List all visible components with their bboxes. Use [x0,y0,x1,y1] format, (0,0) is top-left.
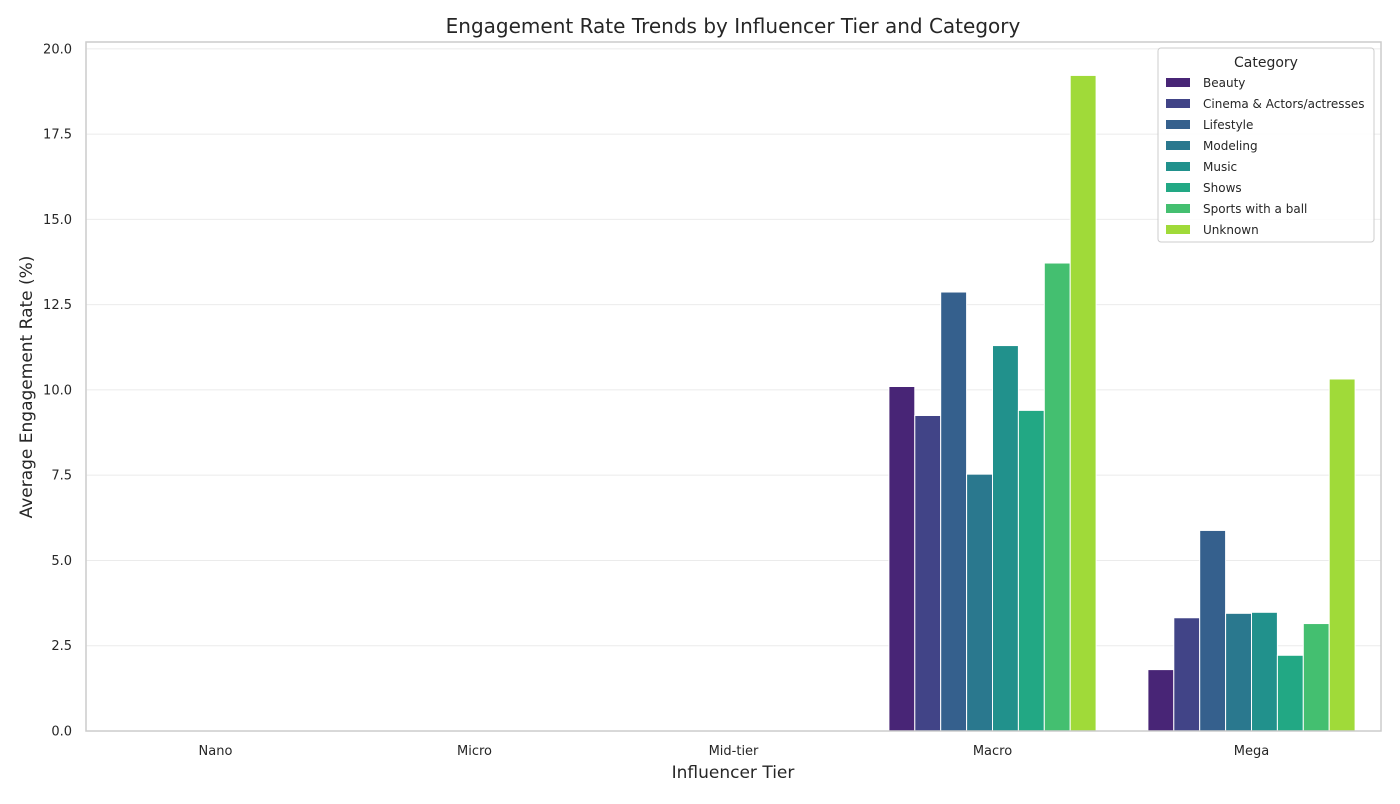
legend-swatch [1166,99,1190,108]
legend-entry: Lifestyle [1166,118,1253,132]
x-tick-label: Mega [1234,744,1269,759]
x-axis-ticks: Nano Micro Mid-tier Macro Mega [199,744,1270,759]
bar [1017,409,1045,732]
bar [1173,617,1201,732]
y-tick-label: 5.0 [51,554,72,569]
bar [1043,262,1071,732]
x-tick-label: Macro [973,744,1012,759]
bar [1199,529,1227,732]
x-tick-label: Nano [199,744,233,759]
y-tick-label: 15.0 [43,213,72,228]
y-tick-label: 20.0 [43,42,72,57]
bars [888,74,1356,732]
legend-swatch [1166,204,1190,213]
bar [1069,74,1097,732]
legend-swatch [1166,225,1190,234]
chart-title: Engagement Rate Trends by Influencer Tie… [446,14,1021,38]
legend-label: Shows [1203,181,1242,195]
legend-label: Modeling [1203,139,1258,153]
legend-swatch [1166,141,1190,150]
legend-entry: Cinema & Actors/actresses [1166,97,1364,111]
legend-title: Category [1234,55,1298,71]
bar [1147,669,1175,732]
y-tick-label: 0.0 [51,725,72,740]
y-tick-label: 2.5 [51,639,72,654]
y-tick-label: 17.5 [43,128,72,143]
x-axis-label: Influencer Tier [672,763,795,783]
legend-label: Music [1203,160,1237,174]
bar [1328,378,1356,732]
bar [992,345,1019,732]
bar [966,473,993,732]
y-axis-ticks: 0.0 2.5 5.0 7.5 10.0 12.5 15.0 17.5 20.0 [43,42,72,739]
legend-entry: Beauty [1166,76,1245,90]
bar [1225,612,1252,732]
bar [888,386,916,732]
x-tick-label: Micro [457,744,492,759]
bar [914,414,942,732]
legend-label: Sports with a ball [1203,202,1307,216]
legend-entry: Sports with a ball [1166,202,1307,216]
legend-entry: Shows [1166,181,1242,195]
legend: Category Beauty Cinema & Actors/actresses… [1157,47,1375,243]
legend-label: Unknown [1203,223,1259,237]
legend-swatch [1166,78,1190,87]
plot-frame [85,41,1382,732]
legend-entry: Modeling [1166,139,1258,153]
bar [1251,611,1278,732]
bar [940,291,968,732]
legend-swatch [1166,183,1190,192]
bar [1276,654,1304,732]
y-tick-label: 10.0 [43,383,72,398]
y-tick-label: 12.5 [43,298,72,313]
x-tick-label: Mid-tier [709,744,759,759]
y-tick-label: 7.5 [51,469,72,484]
legend-entry: Unknown [1166,223,1259,237]
legend-label: Beauty [1203,76,1245,90]
legend-box [1157,47,1375,243]
gridlines [86,48,1381,732]
legend-entry: Music [1166,160,1237,174]
y-axis-label: Average Engagement Rate (%) [17,256,37,519]
legend-swatch [1166,162,1190,171]
bar [1302,623,1330,732]
legend-entries: Beauty Cinema & Actors/actresses Lifestyle… [1166,76,1364,237]
legend-label: Cinema & Actors/actresses [1203,97,1364,111]
legend-label: Lifestyle [1203,118,1253,132]
legend-swatch [1166,120,1190,129]
